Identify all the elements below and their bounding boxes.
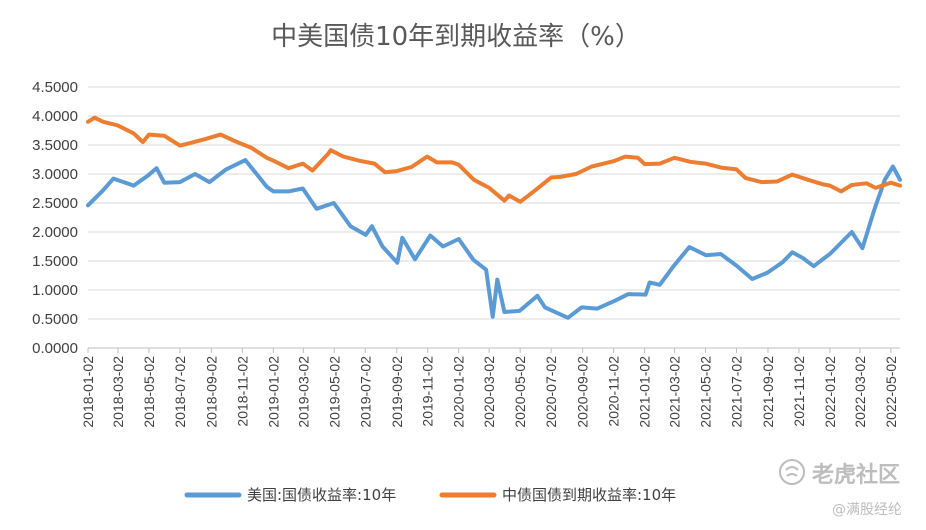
x-tick-label: 2019-07-02 [357,356,373,428]
x-tick-label: 2020-07-02 [543,356,559,428]
x-tick-label: 2022-05-02 [883,356,899,428]
series-line-2 [86,115,902,204]
legend-label-2: 中债国债到期收益率:10年 [502,486,676,504]
x-tick-label: 2020-01-02 [451,356,467,428]
x-tick-label: 2018-09-02 [203,356,219,428]
x-tick-label: 2021-03-02 [667,356,683,428]
y-tick-label: 1.5000 [32,253,78,270]
y-tick-label: 3.5000 [32,137,78,154]
x-tick-label: 2020-03-02 [481,356,497,428]
x-tick-label: 2020-09-02 [575,356,591,428]
x-tick-label: 2022-03-02 [852,356,868,428]
y-tick-label: 4.0000 [32,108,78,125]
x-axis: 2018-01-02 2018-03-02 2018-05-02 2018-07-02… [80,347,900,428]
y-tick-label: 4.5000 [32,79,78,96]
x-tick-label: 2021-11-02 [791,356,807,427]
x-tick-label: 2020-11-02 [606,356,622,427]
x-tick-label: 2019-11-02 [420,356,436,427]
x-tick-label: 2019-09-02 [389,356,405,428]
watermark-brand: 老虎社区 [811,462,900,488]
x-tick-label: 2018-03-02 [110,356,126,428]
x-tick-label: 2018-11-02 [234,356,250,427]
tiger-logo-icon [779,459,805,485]
x-tick-label: 2019-05-02 [326,356,342,428]
chart-title: 中美国债10年到期收益率（%） [271,22,641,52]
x-tick-label: 2019-03-02 [295,356,311,428]
y-tick-label: 2.0000 [32,224,78,241]
y-tick-label: 3.0000 [32,166,78,183]
y-axis-ticks: 0.0000 0.5000 1.0000 1.5000 2.0000 2.5000 3.00… [32,79,78,357]
x-tick-label: 2021-01-02 [637,356,653,428]
x-tick-label: 2020-05-02 [512,356,528,428]
y-tick-label: 1.0000 [32,282,78,299]
series-lines [86,115,902,320]
y-tick-label: 0.0000 [32,340,78,357]
watermark-handle: @满股经纶 [832,502,902,518]
legend-label-1: 美国:国债收益率:10年 [247,486,396,504]
legend: 美国:国债收益率:10年 中债国债到期收益率:10年 [184,486,676,504]
x-tick-label: 2021-09-02 [760,356,776,428]
x-tick-label: 2018-05-02 [141,356,157,428]
x-tick-label: 2019-01-02 [265,356,281,428]
x-tick-label: 2018-01-02 [80,356,96,428]
x-tick-label: 2022-01-02 [822,356,838,428]
x-tick-label: 2021-05-02 [698,356,714,428]
x-tick-label: 2018-07-02 [172,356,188,428]
y-tick-label: 0.5000 [32,311,78,328]
series-line-1 [86,158,902,320]
y-tick-label: 2.5000 [32,195,78,212]
x-tick-label: 2021-07-02 [728,356,744,428]
watermark: 老虎社区 @满股经纶 [779,459,902,518]
